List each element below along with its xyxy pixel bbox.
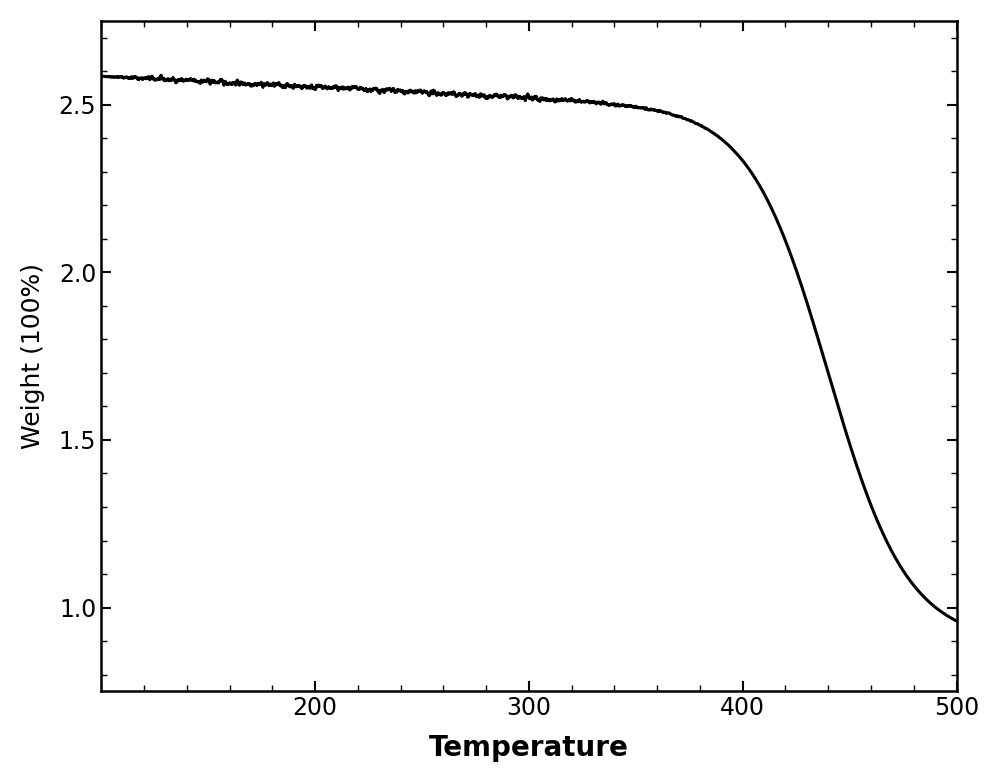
X-axis label: Temperature: Temperature bbox=[429, 734, 629, 762]
Y-axis label: Weight (100%): Weight (100%) bbox=[21, 263, 45, 449]
